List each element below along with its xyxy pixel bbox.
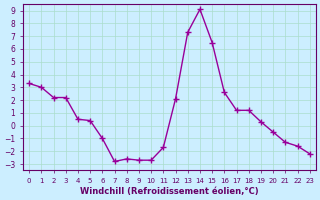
X-axis label: Windchill (Refroidissement éolien,°C): Windchill (Refroidissement éolien,°C) <box>80 187 259 196</box>
